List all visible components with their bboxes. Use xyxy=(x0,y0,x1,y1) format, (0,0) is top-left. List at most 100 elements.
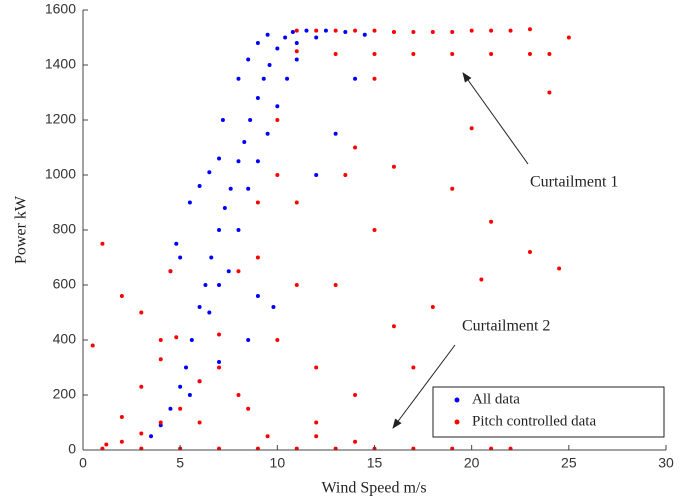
point xyxy=(246,186,251,191)
point xyxy=(290,30,295,34)
x-tick-label: 25 xyxy=(561,455,577,471)
point xyxy=(411,30,416,34)
point xyxy=(353,439,358,444)
point xyxy=(158,423,163,428)
x-tick-label: 10 xyxy=(270,455,286,471)
point xyxy=(294,41,299,45)
point xyxy=(236,76,241,81)
point xyxy=(275,338,280,342)
y-tick-label: 800 xyxy=(53,221,77,237)
point xyxy=(479,277,484,282)
point xyxy=(333,28,338,33)
point xyxy=(248,118,253,122)
point xyxy=(139,384,144,389)
point xyxy=(411,52,416,56)
point xyxy=(294,57,299,62)
point xyxy=(314,365,319,370)
point xyxy=(265,434,270,439)
point xyxy=(189,338,194,342)
point xyxy=(547,52,552,56)
point xyxy=(228,186,233,191)
point xyxy=(294,200,299,205)
annotation-arrow xyxy=(392,344,456,429)
point xyxy=(217,332,222,337)
point xyxy=(372,76,377,81)
point xyxy=(283,35,288,40)
point xyxy=(209,255,214,260)
y-tick-label: 1200 xyxy=(45,111,76,127)
y-tick-label: 600 xyxy=(53,276,77,292)
point xyxy=(255,96,260,100)
point xyxy=(267,63,272,67)
point xyxy=(450,186,455,191)
point xyxy=(139,310,144,315)
point xyxy=(236,269,241,274)
point xyxy=(489,52,494,56)
point xyxy=(333,283,338,287)
point xyxy=(183,365,188,370)
annotation: Curtailment 1 xyxy=(530,174,618,191)
point xyxy=(100,241,105,246)
point xyxy=(168,406,173,411)
point xyxy=(187,393,192,397)
point xyxy=(246,57,251,62)
y-tick-label: 1400 xyxy=(45,56,76,72)
point xyxy=(255,41,260,45)
point xyxy=(255,255,260,260)
point xyxy=(391,30,396,34)
point xyxy=(168,269,173,274)
point xyxy=(314,35,319,40)
point xyxy=(242,140,247,144)
point xyxy=(566,35,571,40)
point xyxy=(119,415,124,419)
point xyxy=(469,28,474,33)
y-tick-label: 0 xyxy=(68,441,76,457)
annotation: Curtailment 2 xyxy=(462,318,550,335)
point xyxy=(236,228,241,232)
point xyxy=(226,269,231,274)
point xyxy=(314,28,319,33)
point xyxy=(158,357,163,362)
point xyxy=(207,310,212,315)
point xyxy=(353,76,358,81)
point xyxy=(294,283,299,287)
point xyxy=(275,173,280,177)
point xyxy=(557,266,562,271)
point xyxy=(178,255,183,260)
point xyxy=(217,360,222,364)
point xyxy=(489,28,494,33)
point xyxy=(197,305,202,309)
legend-box xyxy=(432,386,665,438)
point xyxy=(197,420,202,425)
point xyxy=(197,184,202,188)
point xyxy=(158,420,163,425)
point xyxy=(275,46,280,51)
point xyxy=(314,420,319,425)
point xyxy=(285,76,290,81)
annotation-arrow xyxy=(462,72,529,165)
point xyxy=(430,305,435,309)
point xyxy=(265,32,270,37)
point xyxy=(220,118,225,122)
point xyxy=(333,52,338,56)
point xyxy=(391,164,396,169)
x-tick-label: 5 xyxy=(176,455,184,471)
point xyxy=(222,206,227,210)
x-tick-label: 30 xyxy=(658,455,674,471)
point xyxy=(294,49,299,54)
point xyxy=(207,170,212,175)
point xyxy=(271,305,276,309)
point xyxy=(255,294,260,298)
legend-label: All data xyxy=(472,391,520,407)
point xyxy=(323,28,328,33)
point xyxy=(372,228,377,232)
y-tick-label: 1600 xyxy=(45,1,76,17)
legend-label: Pitch controlled data xyxy=(472,413,596,429)
y-tick-label: 200 xyxy=(53,386,77,402)
point xyxy=(236,393,241,397)
point xyxy=(246,338,251,342)
point xyxy=(149,434,154,439)
point xyxy=(294,28,299,33)
point xyxy=(265,131,270,136)
